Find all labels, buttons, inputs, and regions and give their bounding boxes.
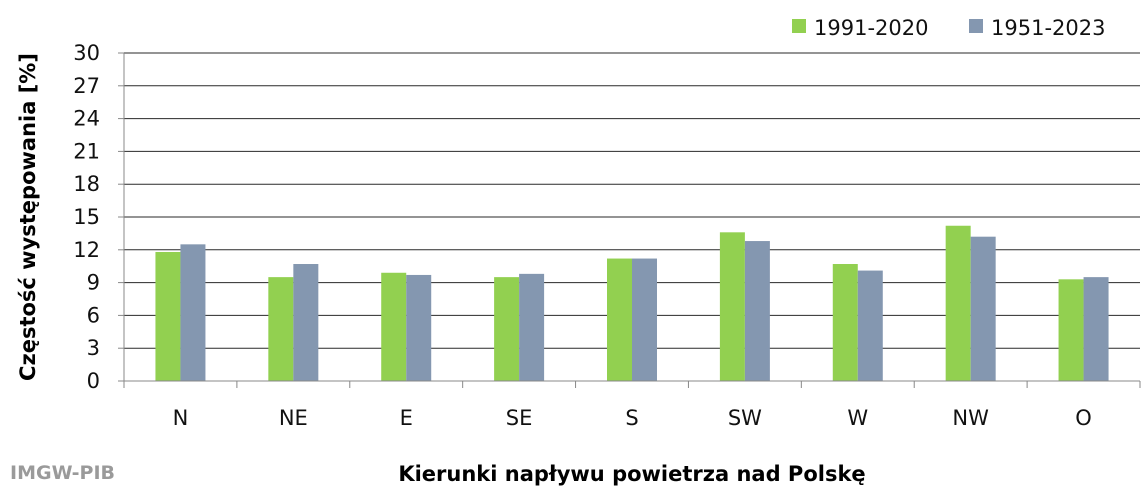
legend-label: 1991-2020 — [814, 16, 928, 40]
y-tick-label: 21 — [73, 139, 100, 163]
bar-nw-1951-2023 — [970, 236, 996, 381]
legend-label: 1951-2023 — [991, 16, 1105, 40]
credit-label: IMGW-PIB — [10, 462, 115, 484]
axes — [118, 52, 1141, 388]
bar-sw-1951-2023 — [744, 241, 770, 381]
y-tick-labels: 0 3 6 9 12 15 18 21 24 27 30 — [73, 41, 100, 393]
x-tick-label: O — [1075, 406, 1092, 430]
bar-sw-1991-2020 — [719, 232, 745, 381]
x-tick-label: S — [625, 406, 638, 430]
bar-se-1951-2023 — [519, 273, 545, 381]
bar-ne-1991-2020 — [268, 277, 294, 381]
y-tick-label: 3 — [87, 336, 100, 360]
x-tick-label: SW — [728, 406, 762, 430]
bar-e-1951-2023 — [406, 274, 432, 381]
y-tick-label: 0 — [87, 369, 100, 393]
y-tick-label: 24 — [73, 107, 100, 131]
legend: 1991-2020 1951-2023 — [792, 16, 1105, 40]
y-tick-label: 27 — [73, 74, 100, 98]
legend-swatch — [792, 19, 806, 33]
bar-nw-1991-2020 — [945, 225, 971, 381]
x-tick-label: N — [173, 406, 189, 430]
x-axis-title: Kierunki napływu powietrza nad Polskę — [398, 462, 865, 486]
x-tick-labels: N NE E SE S SW W NW O — [173, 406, 1092, 430]
x-tick-label: NE — [279, 406, 308, 430]
bar-w-1951-2023 — [857, 270, 883, 381]
bar-w-1991-2020 — [832, 264, 858, 381]
bar-s-1951-2023 — [632, 258, 657, 381]
bars — [155, 225, 1109, 381]
bar-n-1991-2020 — [155, 251, 181, 381]
y-tick-label: 6 — [87, 303, 100, 327]
y-tick-label: 12 — [73, 238, 100, 262]
y-axis-title: Częstość występowania [%] — [16, 53, 40, 381]
bar-e-1991-2020 — [381, 272, 407, 381]
legend-swatch — [969, 19, 983, 33]
bar-ne-1951-2023 — [293, 264, 319, 381]
y-tick-label: 18 — [73, 172, 100, 196]
x-tick-label: E — [400, 406, 413, 430]
x-tick-label: W — [847, 406, 868, 430]
bar-n-1951-2023 — [180, 244, 206, 381]
bar-s-1991-2020 — [607, 258, 632, 381]
bar-se-1991-2020 — [494, 277, 520, 381]
x-tick-label: SE — [506, 406, 533, 430]
bar-o-1991-2020 — [1058, 279, 1084, 381]
x-tick-label: NW — [952, 406, 989, 430]
bar-o-1951-2023 — [1083, 277, 1109, 381]
y-tick-label: 15 — [73, 205, 100, 229]
y-tick-label: 9 — [87, 271, 100, 295]
y-tick-label: 30 — [73, 41, 100, 65]
